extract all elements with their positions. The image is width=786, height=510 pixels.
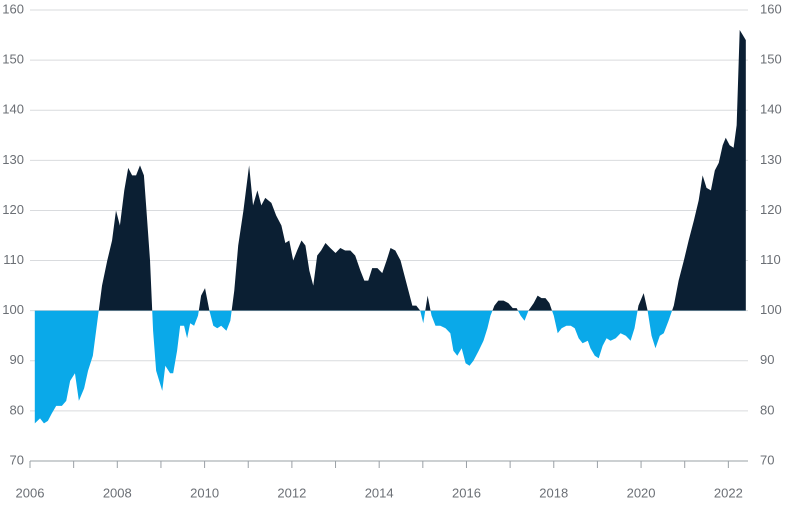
y2-tick-label: 80: [760, 402, 774, 417]
y-tick-label: 160: [2, 1, 24, 16]
x-tick-label: 2022: [714, 485, 743, 500]
x-tick-label: 2006: [16, 485, 45, 500]
x-tick-label: 2018: [539, 485, 568, 500]
y2-tick-label: 90: [760, 352, 774, 367]
y-tick-label: 140: [2, 102, 24, 117]
y2-tick-label: 70: [760, 452, 774, 467]
y2-tick-label: 140: [760, 102, 782, 117]
y-tick-label: 90: [10, 352, 24, 367]
y2-tick-label: 110: [760, 252, 781, 267]
x-tick-label: 2012: [277, 485, 306, 500]
y2-tick-label: 130: [760, 152, 782, 167]
y-tick-label: 70: [10, 452, 24, 467]
y-tick-label: 100: [2, 302, 24, 317]
x-tick-label: 2016: [452, 485, 481, 500]
area-above: [98, 30, 746, 311]
y-tick-label: 110: [3, 252, 24, 267]
x-tick-label: 2014: [365, 485, 394, 500]
y2-tick-label: 120: [760, 202, 782, 217]
x-tick-label: 2008: [103, 485, 132, 500]
y2-tick-label: 150: [760, 52, 782, 67]
y-tick-label: 130: [2, 152, 24, 167]
y2-tick-label: 160: [760, 1, 782, 16]
y2-tick-label: 100: [760, 302, 782, 317]
y-tick-label: 120: [2, 202, 24, 217]
x-tick-label: 2010: [190, 485, 219, 500]
y-tick-label: 80: [10, 402, 24, 417]
y-tick-label: 150: [2, 52, 24, 67]
x-tick-label: 2020: [627, 485, 656, 500]
